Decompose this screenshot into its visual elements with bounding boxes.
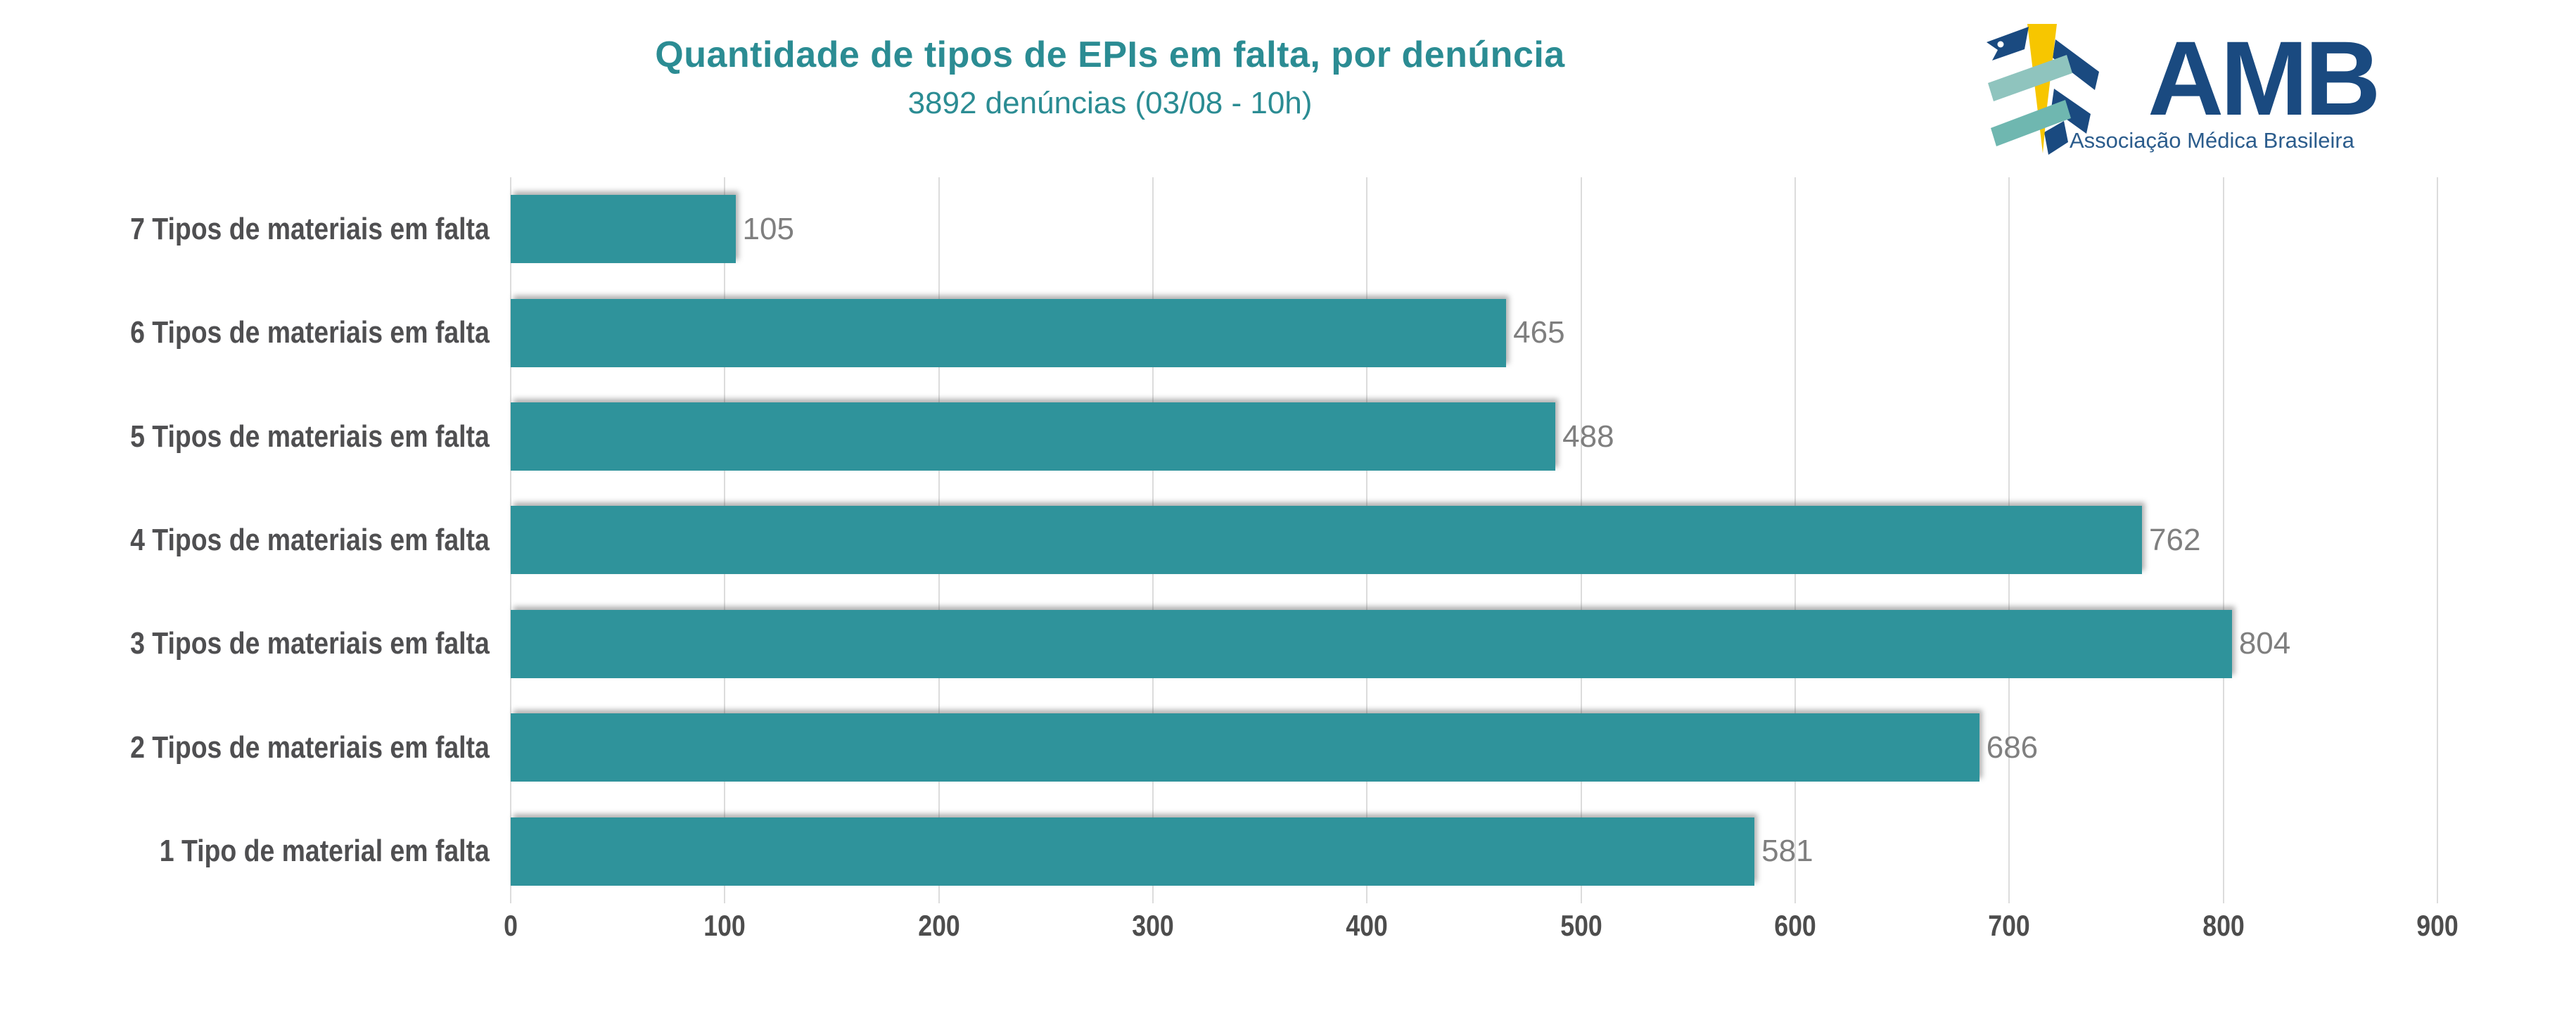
x-tick-label: 300 [1132, 909, 1174, 942]
amb-logo: AMB Associação Médica Brasileira [1984, 15, 2420, 163]
value-label: 804 [2238, 626, 2291, 661]
category-label: 1 Tipo de material em falta [159, 834, 490, 869]
gridline [2437, 177, 2438, 903]
value-label: 581 [1761, 834, 1813, 869]
logo-acronym: AMB [2148, 19, 2381, 137]
x-tick-label: 100 [703, 909, 746, 942]
header: Quantidade de tipos de EPIs em falta, po… [655, 34, 1564, 121]
value-label: 488 [1562, 419, 1614, 454]
category-label: 5 Tipos de materiais em falta [130, 419, 490, 454]
category-label: 6 Tipos de materiais em falta [130, 315, 490, 350]
bar [511, 609, 2232, 678]
bar [511, 298, 1507, 367]
bar-row: 1 Tipo de material em falta 581 [160, 800, 2437, 903]
category-label: 3 Tipos de materiais em falta [130, 626, 490, 661]
bar [511, 817, 1755, 886]
bar-row: 4 Tipos de materiais em falta 762 [130, 488, 2437, 592]
x-tick-label: 200 [917, 909, 960, 942]
gridline [2222, 177, 2224, 903]
logo-name: Associação Médica Brasileira [2070, 128, 2354, 153]
bar [511, 713, 1979, 782]
bar-row: 7 Tipos de materiais em falta 105 [130, 177, 2437, 281]
bar [511, 506, 2143, 575]
x-tick-label: 400 [1346, 909, 1389, 942]
bar-row: 5 Tipos de materiais em falta 488 [130, 385, 2437, 488]
x-tick-label: 900 [2416, 909, 2459, 942]
bar-row: 6 Tipos de materiais em falta 465 [130, 281, 2437, 384]
bar-row: 2 Tipos de materiais em falta 686 [130, 696, 2437, 799]
bar [511, 402, 1556, 471]
category-label: 2 Tipos de materiais em falta [130, 730, 490, 765]
x-tick-label: 500 [1560, 909, 1602, 942]
x-tick-label: 600 [1774, 909, 1816, 942]
chart-title: Quantidade de tipos de EPIs em falta, po… [655, 34, 1565, 75]
value-label: 105 [742, 211, 794, 246]
x-axis: 0 100 200 300 400 500 600 700 800 900 [504, 909, 2459, 946]
plot-area: 7 Tipos de materiais em falta 105 6 Tipos … [130, 177, 2438, 903]
bar [511, 195, 736, 264]
x-tick-label: 0 [504, 909, 518, 942]
category-label: 7 Tipos de materiais em falta [130, 211, 490, 246]
bar-rows: 7 Tipos de materiais em falta 105 6 Tipos … [130, 177, 2437, 903]
bar-row: 3 Tipos de materiais em falta 804 [130, 592, 2437, 696]
value-label: 465 [1513, 315, 1565, 350]
x-tick-label: 800 [2202, 909, 2245, 942]
x-tick-label: 700 [1988, 909, 2031, 942]
category-label: 4 Tipos de materiais em falta [130, 522, 490, 557]
value-label: 686 [1986, 730, 2039, 765]
amb-caduceus-icon [1987, 24, 2099, 155]
chart-subtitle: 3892 denúncias (03/08 - 10h) [907, 86, 1313, 120]
value-label: 762 [2149, 522, 2201, 557]
